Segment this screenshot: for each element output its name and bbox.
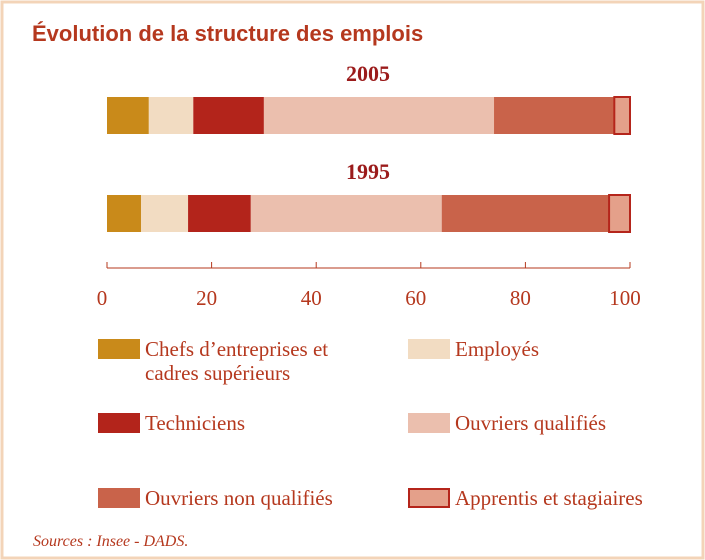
bar-segment <box>494 97 615 134</box>
legend-item: Techniciens <box>98 411 368 435</box>
legend-swatch <box>98 339 140 359</box>
category-label: 2005 <box>346 61 390 86</box>
bar-segment <box>188 195 251 232</box>
legend-item: Chefs d’entreprises et cadres supérieurs <box>98 337 368 385</box>
x-tick-label: 100 <box>609 286 641 310</box>
legend-swatch <box>408 488 450 508</box>
bar-segment <box>193 97 264 134</box>
legend-label: Apprentis et stagiaires <box>455 486 643 510</box>
legend-item: Employés <box>408 337 698 361</box>
legend-swatch <box>408 339 450 359</box>
legend-label: Employés <box>455 337 539 361</box>
bar-segment <box>148 97 194 134</box>
legend-swatch <box>408 413 450 433</box>
category-label: 1995 <box>346 159 390 184</box>
bar-segment <box>263 97 495 134</box>
x-tick-label: 20 <box>196 286 217 310</box>
legend-label: Ouvriers qualifiés <box>455 411 607 435</box>
x-tick-label: 0 <box>97 286 108 310</box>
bar-segment <box>441 195 610 232</box>
bar-segment <box>140 195 189 232</box>
legend-label: Ouvriers non qualifiés <box>145 486 333 510</box>
x-tick-label: 40 <box>301 286 322 310</box>
legend-item: Apprentis et stagiaires <box>408 486 698 510</box>
legend-label: Chefs d’entreprises et cadres supérieurs <box>145 337 329 385</box>
bar-segment <box>107 195 141 232</box>
legend-item: Ouvriers qualifiés <box>408 411 698 435</box>
legend-item: Ouvriers non qualifiés <box>98 486 368 510</box>
x-tick-label: 60 <box>405 286 426 310</box>
bar-segment <box>107 97 149 134</box>
source: Sources : Insee - DADS. <box>33 533 188 550</box>
legend-swatch <box>98 488 140 508</box>
chart-title: Évolution de la structure des emplois <box>32 21 423 46</box>
bar-segment <box>608 194 632 233</box>
legend-label: Techniciens <box>145 411 245 435</box>
x-tick-label: 80 <box>510 286 531 310</box>
legend-swatch <box>98 413 140 433</box>
bar-segment <box>613 96 631 135</box>
bar-segment <box>250 195 442 232</box>
